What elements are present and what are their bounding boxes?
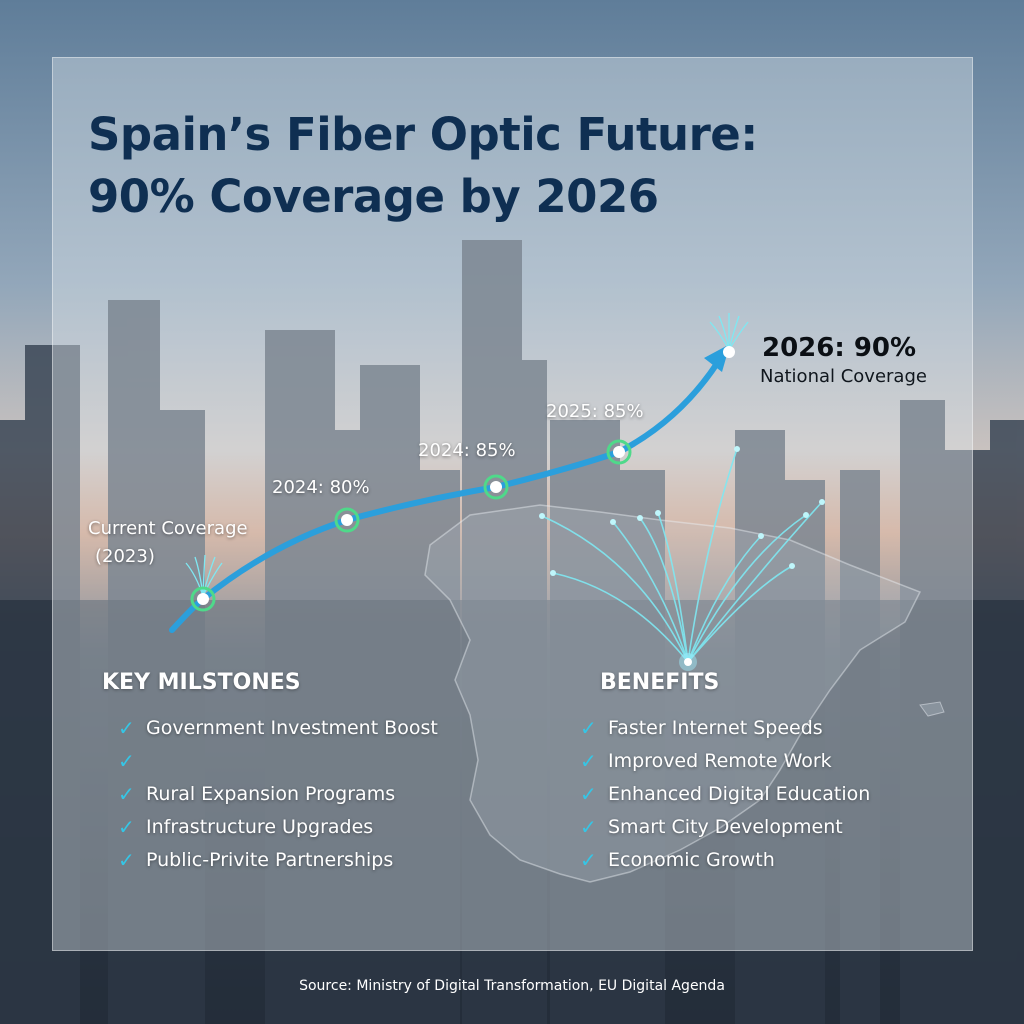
check-icon: ✓	[118, 715, 135, 740]
benefits-heading: BENEFITS	[600, 670, 720, 695]
burst-end	[709, 313, 749, 351]
check-icon: ✓	[118, 814, 135, 839]
spain-map-outline	[424, 504, 922, 883]
point-2024-85-label: 2024: 85%	[418, 440, 516, 461]
list-item: ✓ Economic Growth	[580, 847, 775, 872]
list-item: ✓ Faster Internet Speeds	[580, 715, 823, 740]
fiber-lines	[541, 448, 823, 663]
milestones-heading: KEY MILSTONES	[102, 670, 301, 695]
fiber-hub	[684, 658, 692, 666]
fiber-endpoints	[539, 446, 825, 576]
page-title-line-1: Spain’s Fiber Optic Future:	[88, 108, 758, 161]
check-icon: ✓	[580, 847, 597, 872]
check-icon: ✓	[580, 814, 597, 839]
check-icon: ✓	[118, 748, 135, 773]
point-2026-marker	[723, 346, 735, 358]
burst-start	[185, 554, 223, 597]
list-item: ✓ Infrastructure Upgrades	[118, 814, 374, 839]
island-shape	[919, 701, 945, 717]
point-2025-85-marker	[606, 439, 632, 465]
source-caption: Source: Ministry of Digital Transformati…	[299, 978, 725, 994]
final-coverage-value: 2026: 90%	[762, 333, 917, 363]
point-2023-sublabel: (2023)	[95, 546, 155, 567]
point-2024-85-marker	[483, 474, 509, 500]
check-icon: ✓	[580, 748, 597, 773]
list-item: ✓ Enhanced Digital Education	[580, 781, 871, 806]
list-item: ✓ Smart City Development	[580, 814, 843, 839]
check-icon: ✓	[580, 715, 597, 740]
point-2023-marker	[190, 586, 216, 612]
check-icon: ✓	[118, 781, 135, 806]
list-item: ✓ Government Investment Boost	[118, 715, 438, 740]
milestones-list: ✓ Government Investment Boost ✓ ✓ Rural Ex…	[118, 711, 438, 876]
point-2025-85-label: 2025: 85%	[546, 401, 644, 422]
point-2024-80-label: 2024: 80%	[272, 477, 370, 498]
page-title-line-2: 90% Coverage by 2026	[88, 170, 659, 223]
check-icon: ✓	[118, 847, 135, 872]
list-item: ✓ Rural Expansion Programs	[118, 781, 396, 806]
list-item: ✓	[118, 744, 438, 777]
list-item: ✓ Improved Remote Work	[580, 748, 832, 773]
final-coverage-caption: National Coverage	[760, 366, 927, 387]
benefits-list: ✓ Faster Internet Speeds ✓ Improved Remote…	[580, 711, 870, 876]
point-2023-label: Current Coverage	[88, 518, 248, 539]
list-item: ✓ Public-Privite Partnerships	[118, 847, 394, 872]
check-icon: ✓	[580, 781, 597, 806]
point-2024-80-marker	[334, 507, 360, 533]
